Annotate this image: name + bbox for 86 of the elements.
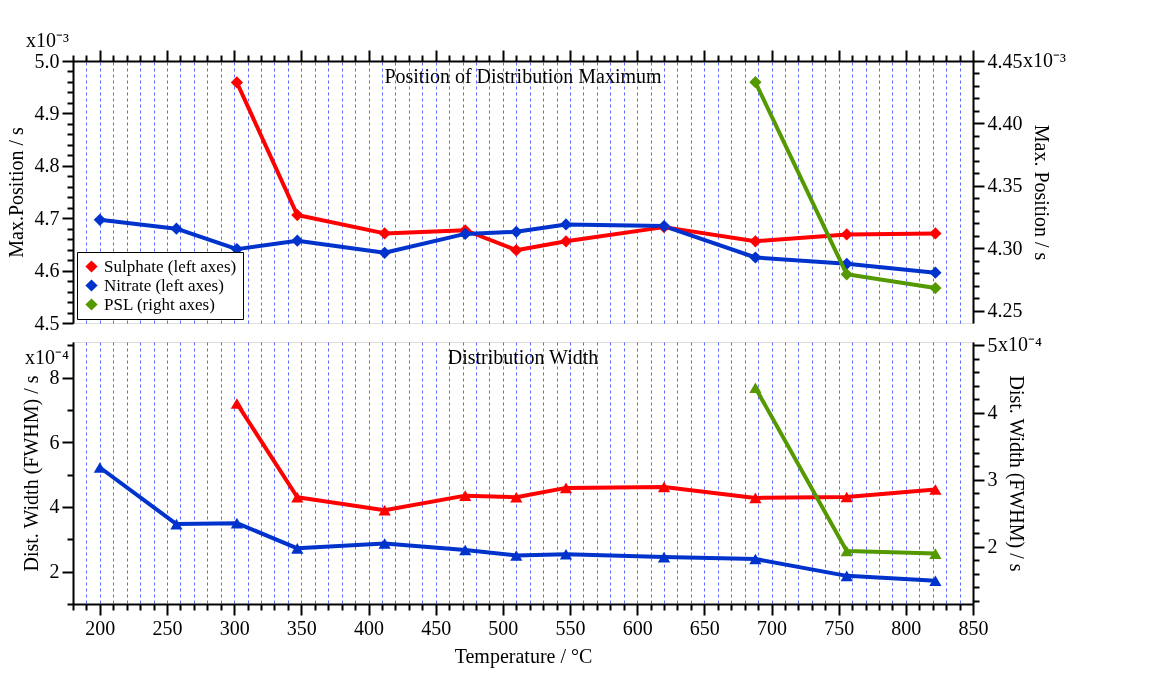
y2-tick-label: 4 — [987, 401, 998, 424]
y2-axis-title: Max. Position / s — [1030, 124, 1053, 261]
y2-tick-label: 4.45 — [987, 49, 1023, 72]
y-axis-title: Dist. Width (FWHM) / s — [19, 375, 43, 572]
x-tick-label: 300 — [219, 616, 250, 639]
point — [840, 570, 853, 582]
y-tick-label: 5.0 — [34, 49, 60, 72]
text: x10⁻³ — [26, 29, 69, 51]
point — [657, 481, 671, 493]
y2-tick-label: 4.25 — [987, 299, 1023, 322]
y2-tick-label: 4.35 — [987, 174, 1023, 197]
point — [459, 544, 472, 556]
point — [929, 575, 942, 587]
text: x10⁻⁴ — [998, 333, 1042, 356]
point — [378, 246, 391, 259]
point — [291, 491, 304, 503]
y2-tick-label: 4.30 — [987, 236, 1023, 259]
point — [840, 268, 853, 281]
point — [378, 504, 391, 516]
point — [559, 482, 573, 494]
point — [749, 235, 762, 248]
y2-axis-title: Dist. Width (FWHM) / s — [1004, 375, 1028, 572]
point — [170, 518, 183, 530]
point — [93, 213, 106, 226]
chart-title: Distribution Width — [447, 346, 599, 368]
y-tick-label: 4.5 — [34, 311, 60, 334]
chart-title: Position of Distribution Maximum — [384, 65, 663, 87]
legend-label: PSL (right axes) — [104, 294, 215, 314]
point — [559, 548, 573, 560]
point — [230, 398, 243, 409]
y2-tick-label: 3 — [987, 468, 998, 491]
y2-tick-label: 5 — [987, 333, 998, 356]
point — [510, 244, 523, 257]
y-tick-label: 4.6 — [34, 259, 60, 282]
point — [291, 234, 304, 247]
point — [510, 491, 523, 503]
point — [657, 551, 671, 563]
x-tick-label: 350 — [286, 616, 317, 639]
point — [230, 76, 243, 89]
legend-label: Nitrate (left axes) — [104, 275, 224, 295]
x-axis-title: Temperature / °C — [454, 644, 593, 668]
point — [559, 218, 573, 231]
x-tick-label: 550 — [555, 616, 586, 639]
point — [840, 491, 853, 503]
point — [291, 208, 304, 222]
point — [459, 490, 472, 501]
point — [929, 548, 942, 559]
x-tick-label: 250 — [152, 616, 183, 639]
point — [749, 76, 762, 89]
x-tick-label: 450 — [421, 616, 452, 639]
y2-tick-label: 2 — [987, 535, 998, 558]
y-tick-label: 2 — [49, 560, 60, 583]
point — [929, 484, 942, 495]
x-tick-label: 700 — [757, 616, 788, 639]
text: x10⁻⁴ — [25, 345, 70, 368]
point — [749, 382, 762, 393]
point — [929, 266, 942, 279]
x-tick-label: 650 — [689, 616, 720, 639]
point — [510, 550, 523, 561]
point — [559, 235, 573, 248]
y-tick-label: 8 — [49, 366, 60, 389]
point — [459, 227, 472, 241]
point — [170, 222, 183, 235]
text: x10⁻³ — [1023, 49, 1066, 71]
point — [840, 545, 853, 557]
x-tick-label: 750 — [824, 616, 855, 639]
y-tick-label: 4 — [49, 495, 60, 518]
y-axis-title: Max.Position / s — [4, 127, 27, 258]
x-tick-label: 500 — [488, 616, 519, 639]
point — [378, 538, 391, 549]
legend-label: Sulphate (left axes) — [104, 256, 237, 276]
point — [749, 553, 762, 565]
point — [230, 517, 243, 529]
y-tick-label: 4.8 — [34, 154, 60, 177]
point — [291, 543, 304, 554]
x-tick-label: 600 — [622, 616, 653, 639]
y2-tick-label: 4.40 — [987, 111, 1023, 134]
y-tick-label: 4.7 — [34, 206, 60, 229]
x-tick-label: 800 — [891, 616, 922, 639]
x-tick-label: 400 — [354, 616, 385, 639]
x-tick-label: 200 — [85, 616, 116, 639]
y-tick-label: 4.9 — [34, 101, 60, 124]
y-tick-label: 6 — [49, 430, 60, 453]
point — [929, 281, 942, 295]
point — [749, 492, 762, 504]
x-tick-label: 850 — [958, 616, 989, 639]
